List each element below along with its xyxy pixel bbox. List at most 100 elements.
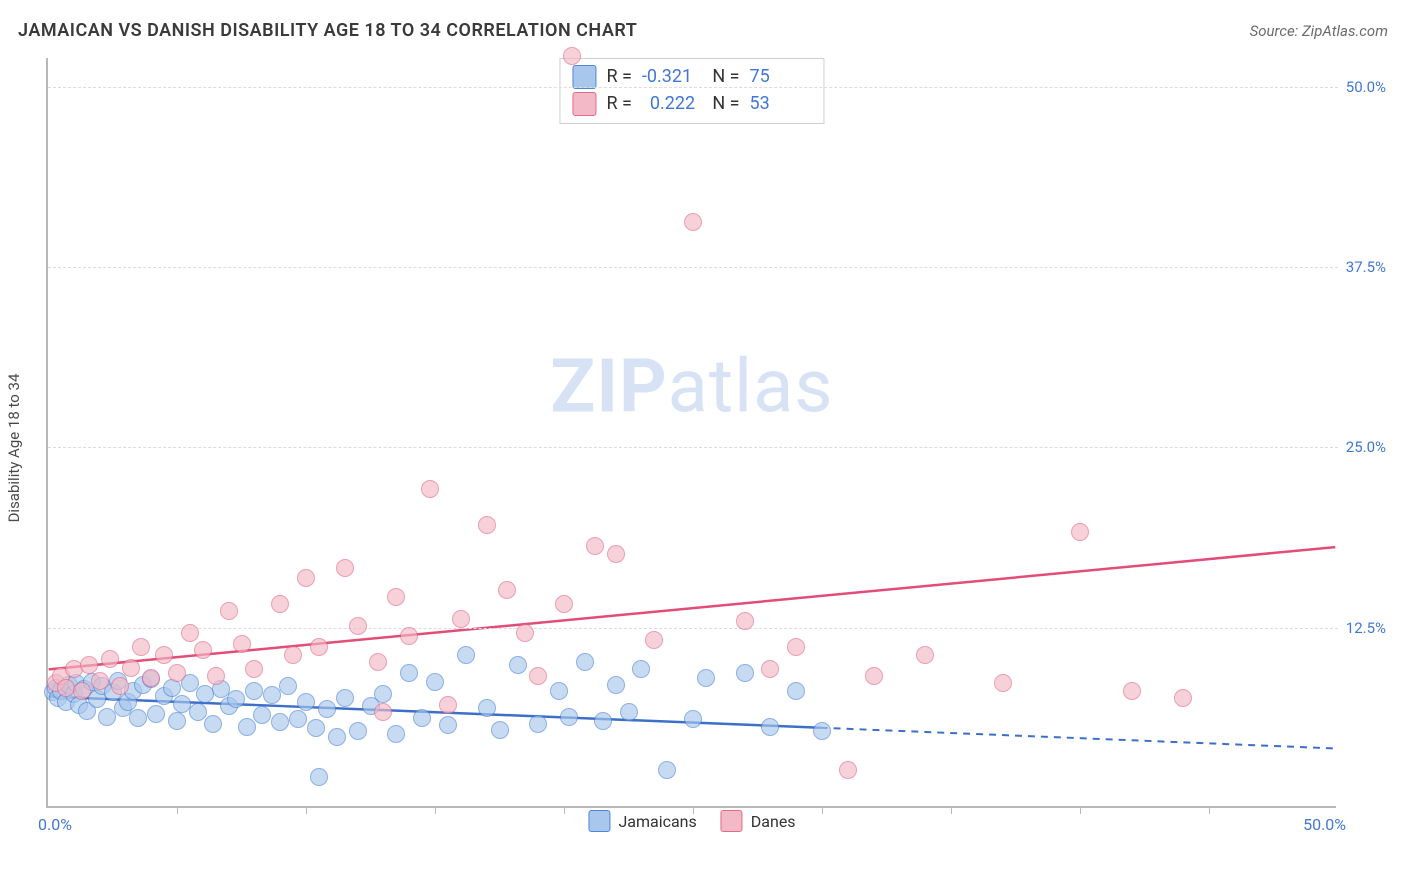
gridline <box>48 267 1338 268</box>
stat-r-label: R = <box>606 90 631 117</box>
scatter-point <box>155 646 173 664</box>
legend-label: Danes <box>751 812 796 831</box>
scatter-point <box>181 624 199 642</box>
scatter-point <box>560 708 578 726</box>
scatter-point <box>761 718 779 736</box>
scatter-point <box>813 722 831 740</box>
scatter-point <box>736 664 754 682</box>
scatter-point <box>374 703 392 721</box>
scatter-point <box>478 516 496 534</box>
scatter-point <box>297 569 315 587</box>
legend-swatch <box>721 810 743 832</box>
scatter-point <box>220 602 238 620</box>
stats-box: R = -0.321 N = 75 R = 0.222 N = 53 <box>559 58 824 124</box>
scatter-point <box>245 682 263 700</box>
scatter-point <box>227 690 245 708</box>
stats-row-2: R = 0.222 N = 53 <box>572 90 805 117</box>
scatter-point <box>297 693 315 711</box>
scatter-point <box>328 728 346 746</box>
scatter-point <box>1123 682 1141 700</box>
scatter-point <box>168 664 186 682</box>
scatter-point <box>122 659 140 677</box>
legend-item: Jamaicans <box>588 810 696 832</box>
legend-item: Danes <box>721 810 796 832</box>
scatter-point <box>421 480 439 498</box>
scatter-point <box>555 595 573 613</box>
scatter-point <box>439 696 457 714</box>
y-axis-label: Disability Age 18 to 34 <box>5 374 23 523</box>
chart-header: JAMAICAN VS DANISH DISABILITY AGE 18 TO … <box>18 20 1388 41</box>
stat-n-label: N = <box>708 90 740 117</box>
scatter-point <box>271 595 289 613</box>
scatter-point <box>91 672 109 690</box>
x-tick <box>693 806 694 814</box>
scatter-point <box>336 559 354 577</box>
x-tick <box>1080 806 1081 814</box>
scatter-point <box>400 627 418 645</box>
scatter-point <box>233 635 251 653</box>
scatter-point <box>374 685 392 703</box>
scatter-point <box>73 682 91 700</box>
legend-swatch <box>588 810 610 832</box>
scatter-point <box>129 709 147 727</box>
scatter-point <box>101 650 119 668</box>
scatter-point <box>645 631 663 649</box>
scatter-point <box>194 641 212 659</box>
scatter-point <box>684 213 702 231</box>
scatter-point <box>111 677 129 695</box>
scatter-point <box>594 712 612 730</box>
scatter-point <box>607 545 625 563</box>
scatter-point <box>478 699 496 717</box>
scatter-point <box>697 669 715 687</box>
scatter-point <box>279 677 297 695</box>
plot-area: ZIPatlas R = -0.321 N = 75 R = 0.222 N =… <box>46 58 1336 808</box>
scatter-point <box>498 581 516 599</box>
swatch-series-2 <box>572 92 596 116</box>
scatter-point <box>457 646 475 664</box>
x-tick <box>306 806 307 814</box>
x-tick <box>435 806 436 814</box>
legend-label: Jamaicans <box>618 812 696 831</box>
gridline <box>48 87 1338 88</box>
scatter-point <box>245 660 263 678</box>
scatter-point <box>994 674 1012 692</box>
scatter-point <box>307 719 325 737</box>
scatter-point <box>529 715 547 733</box>
scatter-point <box>516 624 534 642</box>
x-tick <box>951 806 952 814</box>
scatter-point <box>349 722 367 740</box>
chart-title: JAMAICAN VS DANISH DISABILITY AGE 18 TO … <box>18 20 637 41</box>
scatter-point <box>168 712 186 730</box>
scatter-point <box>310 638 328 656</box>
scatter-point <box>80 656 98 674</box>
scatter-point <box>271 713 289 731</box>
scatter-point <box>253 706 271 724</box>
scatter-point <box>1174 689 1192 707</box>
bottom-legend: Jamaicans Danes <box>588 810 795 832</box>
scatter-point <box>563 47 581 65</box>
scatter-point <box>761 660 779 678</box>
scatter-point <box>207 667 225 685</box>
x-tick <box>177 806 178 814</box>
swatch-series-1 <box>572 65 596 89</box>
scatter-point <box>491 721 509 739</box>
scatter-point <box>607 676 625 694</box>
scatter-point <box>413 709 431 727</box>
scatter-point <box>839 761 857 779</box>
scatter-point <box>736 612 754 630</box>
scatter-point <box>426 673 444 691</box>
chart-container: Disability Age 18 to 34 ZIPatlas R = -0.… <box>46 58 1388 838</box>
chart-source: Source: ZipAtlas.com <box>1250 22 1388 40</box>
y-tick-label: 50.0% <box>1346 78 1386 96</box>
x-tick <box>822 806 823 814</box>
scatter-point <box>509 656 527 674</box>
watermark: ZIPatlas <box>550 344 833 431</box>
scatter-point <box>439 716 457 734</box>
y-tick-label: 12.5% <box>1346 619 1386 637</box>
y-tick-label: 37.5% <box>1346 258 1386 276</box>
scatter-point <box>658 761 676 779</box>
scatter-point <box>550 682 568 700</box>
scatter-point <box>632 660 650 678</box>
scatter-point <box>586 537 604 555</box>
x-axis-end-label: 50.0% <box>1303 815 1346 834</box>
